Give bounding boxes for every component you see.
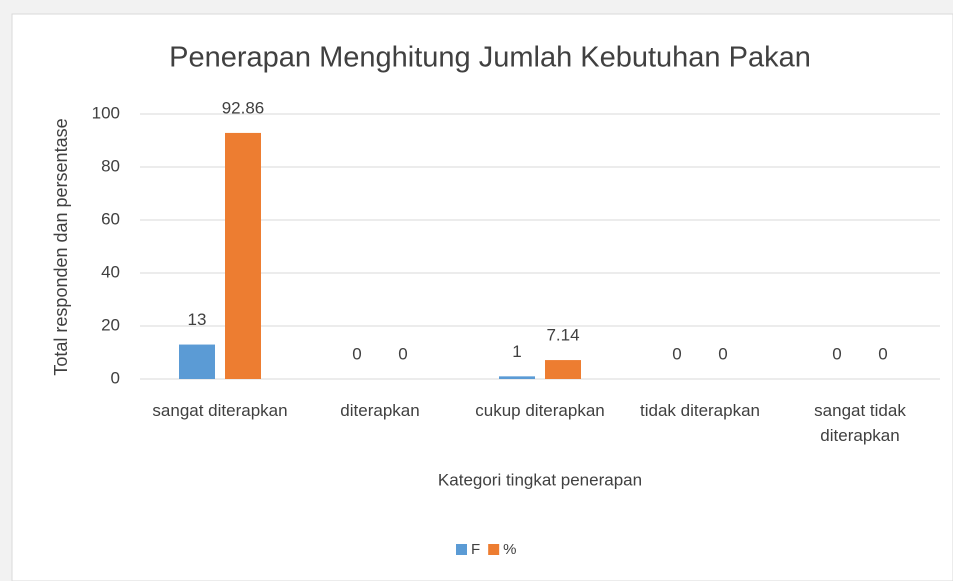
legend-swatch — [456, 544, 467, 555]
y-axis-title: Total responden dan persentase — [51, 118, 71, 375]
bar — [179, 344, 215, 379]
data-label: 0 — [672, 344, 681, 363]
chart-title: Penerapan Menghitung Jumlah Kebutuhan Pa… — [169, 42, 811, 74]
data-label: 0 — [352, 344, 361, 363]
x-axis-title: Kategori tingkat penerapan — [438, 470, 642, 489]
data-label: 7.14 — [546, 326, 579, 345]
y-tick-label: 80 — [101, 156, 120, 175]
bar — [499, 376, 535, 379]
data-label: 0 — [398, 344, 407, 363]
data-label: 0 — [832, 344, 841, 363]
x-tick-label: cukup diterapkan — [475, 401, 605, 420]
y-tick-label: 40 — [101, 262, 120, 281]
bar — [225, 132, 261, 379]
chart-area — [11, 13, 953, 581]
data-label: 13 — [188, 310, 207, 329]
x-tick-label: sangat diterapkan — [152, 401, 288, 420]
x-tick-label: tidak diterapkan — [639, 401, 761, 420]
data-label: 1 — [512, 342, 521, 361]
bar — [545, 360, 581, 379]
y-tick-label: 100 — [92, 103, 120, 122]
x-tick-label: sangat tidak diterapkan — [814, 401, 906, 445]
y-tick-label: 0 — [111, 368, 120, 387]
y-tick-label: 20 — [101, 315, 120, 334]
legend-label: F — [471, 541, 480, 558]
legend-label: % — [503, 541, 516, 558]
data-label: 92.86 — [222, 98, 265, 117]
x-tick-label: diterapkan — [340, 401, 420, 420]
legend-swatch — [488, 544, 500, 555]
data-label: 0 — [718, 344, 727, 363]
y-tick-label: 60 — [101, 209, 120, 228]
data-label: 0 — [878, 344, 887, 363]
